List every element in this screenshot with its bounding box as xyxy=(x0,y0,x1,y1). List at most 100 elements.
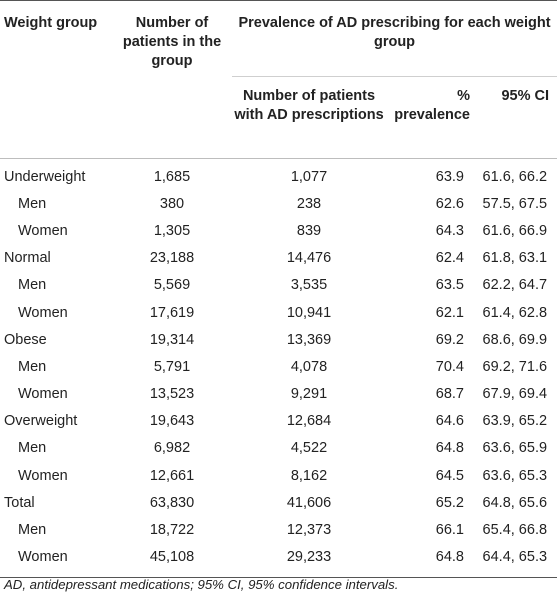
cell-percent-prevalence: 68.7 xyxy=(435,386,464,403)
cell-confidence-interval: 57.5, 67.5 xyxy=(482,195,548,212)
header-number-of-patients: Number of patients in the group xyxy=(112,0,232,159)
row-label: Women xyxy=(18,386,68,403)
table-row: Overweight 19,643 12,684 64.6 63.9, 65.2 xyxy=(0,408,557,435)
cell-percent-prevalence: 65.2 xyxy=(435,494,464,511)
cell-percent-prevalence: 64.5 xyxy=(435,467,464,484)
table-row: Women 1,305 839 64.3 61.6, 66.9 xyxy=(0,217,557,244)
table-footnote: AD, antidepressant medications; 95% CI, … xyxy=(4,577,399,592)
cell-number-of-patients: 1,305 xyxy=(153,222,191,239)
row-label: Obese xyxy=(4,331,47,348)
table-row: Women 12,661 8,162 64.5 63.6, 65.3 xyxy=(0,462,557,489)
cell-ad-patients: 8,162 xyxy=(290,467,328,484)
table-row: Men 5,791 4,078 70.4 69.2, 71.6 xyxy=(0,353,557,380)
table-row: Underweight 1,685 1,077 63.9 61.6, 66.2 xyxy=(0,158,557,191)
cell-percent-prevalence: 66.1 xyxy=(435,522,464,539)
row-label: Women xyxy=(0,543,112,578)
prevalence-table-container: Weight group Number of patients in the g… xyxy=(0,0,557,578)
cell-number-of-patients: 380 xyxy=(159,195,185,212)
cell-number-of-patients: 19,314 xyxy=(149,331,195,348)
cell-confidence-interval: 61.6, 66.9 xyxy=(482,222,548,239)
row-label: Overweight xyxy=(4,413,78,430)
cell-confidence-interval: 61.4, 62.8 xyxy=(482,304,548,321)
header-confidence-interval: 95% CI xyxy=(470,76,557,159)
cell-number-of-patients: 1,685 xyxy=(112,158,232,191)
cell-confidence-interval: 69.2, 71.6 xyxy=(482,358,548,375)
cell-percent-prevalence: 63.5 xyxy=(435,277,464,294)
cell-percent-prevalence: 64.3 xyxy=(435,222,464,239)
row-label: Men xyxy=(18,440,47,457)
cell-percent-prevalence: 64.6 xyxy=(435,413,464,430)
cell-ad-patients: 12,373 xyxy=(286,522,332,539)
table-row: Women 45,108 29,233 64.8 64.4, 65.3 xyxy=(0,543,557,578)
cell-confidence-interval: 65.4, 66.8 xyxy=(482,522,548,539)
cell-ad-patients: 1,077 xyxy=(232,158,386,191)
row-label: Men xyxy=(18,195,47,212)
row-label: Women xyxy=(18,467,68,484)
table-row: Men 380 238 62.6 57.5, 67.5 xyxy=(0,190,557,217)
table-row: Men 6,982 4,522 64.8 63.6, 65.9 xyxy=(0,435,557,462)
cell-ad-patients: 29,233 xyxy=(232,543,386,578)
row-label: Men xyxy=(18,522,47,539)
table-row: Men 5,569 3,535 63.5 62.2, 64.7 xyxy=(0,272,557,299)
cell-ad-patients: 13,369 xyxy=(286,331,332,348)
table-row: Obese 19,314 13,369 69.2 68.6, 69.9 xyxy=(0,326,557,353)
cell-confidence-interval: 64.8, 65.6 xyxy=(482,494,548,511)
row-label: Women xyxy=(18,304,68,321)
cell-confidence-interval: 61.8, 63.1 xyxy=(482,250,548,267)
cell-number-of-patients: 19,643 xyxy=(149,413,195,430)
cell-confidence-interval: 68.6, 69.9 xyxy=(482,331,548,348)
cell-percent-prevalence: 70.4 xyxy=(435,358,464,375)
row-label: Total xyxy=(4,494,35,511)
table-row: Total 63,830 41,606 65.2 64.8, 65.6 xyxy=(0,489,557,516)
cell-confidence-interval: 64.4, 65.3 xyxy=(470,543,557,578)
cell-confidence-interval: 62.2, 64.7 xyxy=(482,277,548,294)
cell-percent-prevalence: 69.2 xyxy=(435,331,464,348)
table-row: Men 18,722 12,373 66.1 65.4, 66.8 xyxy=(0,516,557,543)
cell-number-of-patients: 17,619 xyxy=(149,304,195,321)
cell-number-of-patients: 12,661 xyxy=(149,467,195,484)
cell-number-of-patients: 18,722 xyxy=(149,522,195,539)
cell-number-of-patients: 23,188 xyxy=(149,250,195,267)
cell-percent-prevalence: 64.8 xyxy=(435,440,464,457)
cell-percent-prevalence: 62.4 xyxy=(435,250,464,267)
header-percent-prevalence: % prevalence xyxy=(386,76,470,159)
cell-percent-prevalence: 64.8 xyxy=(386,543,470,578)
cell-ad-patients: 4,522 xyxy=(290,440,328,457)
cell-number-of-patients: 13,523 xyxy=(149,386,195,403)
table-row: Normal 23,188 14,476 62.4 61.8, 63.1 xyxy=(0,245,557,272)
cell-number-of-patients: 6,982 xyxy=(153,440,191,457)
table-row: Women 13,523 9,291 68.7 67.9, 69.4 xyxy=(0,381,557,408)
cell-confidence-interval: 63.6, 65.3 xyxy=(482,467,548,484)
table-row: Women 17,619 10,941 62.1 61.4, 62.8 xyxy=(0,299,557,326)
cell-ad-patients: 839 xyxy=(296,222,322,239)
cell-ad-patients: 238 xyxy=(296,195,322,212)
cell-percent-prevalence: 62.6 xyxy=(435,195,464,212)
cell-number-of-patients: 5,791 xyxy=(153,358,191,375)
cell-ad-patients: 14,476 xyxy=(286,250,332,267)
header-prevalence-group: Prevalence of AD prescribing for each we… xyxy=(232,0,557,77)
cell-ad-patients: 10,941 xyxy=(286,304,332,321)
cell-ad-patients: 41,606 xyxy=(286,494,332,511)
cell-ad-patients: 12,684 xyxy=(286,413,332,430)
cell-ad-patients: 3,535 xyxy=(290,277,328,294)
cell-confidence-interval: 67.9, 69.4 xyxy=(482,386,548,403)
cell-number-of-patients: 45,108 xyxy=(112,543,232,578)
cell-confidence-interval: 61.6, 66.2 xyxy=(470,158,557,191)
cell-ad-patients: 4,078 xyxy=(290,358,328,375)
header-ad-patients: Number of patients with AD prescriptions xyxy=(232,76,386,159)
row-label: Normal xyxy=(4,250,51,267)
cell-ad-patients: 9,291 xyxy=(290,386,328,403)
table-header: Weight group Number of patients in the g… xyxy=(0,0,557,159)
cell-percent-prevalence: 63.9 xyxy=(386,158,470,191)
cell-percent-prevalence: 62.1 xyxy=(435,304,464,321)
row-label: Men xyxy=(18,358,47,375)
header-weight-group: Weight group xyxy=(0,0,112,159)
cell-number-of-patients: 63,830 xyxy=(149,494,195,511)
row-label: Men xyxy=(18,277,47,294)
cell-number-of-patients: 5,569 xyxy=(153,277,191,294)
cell-confidence-interval: 63.9, 65.2 xyxy=(482,413,548,430)
table-body: Underweight 1,685 1,077 63.9 61.6, 66.2 Men 38… xyxy=(0,158,557,578)
prevalence-table: Weight group Number of patients in the g… xyxy=(0,0,557,578)
row-label: Underweight xyxy=(0,158,112,191)
cell-confidence-interval: 63.6, 65.9 xyxy=(482,440,548,457)
